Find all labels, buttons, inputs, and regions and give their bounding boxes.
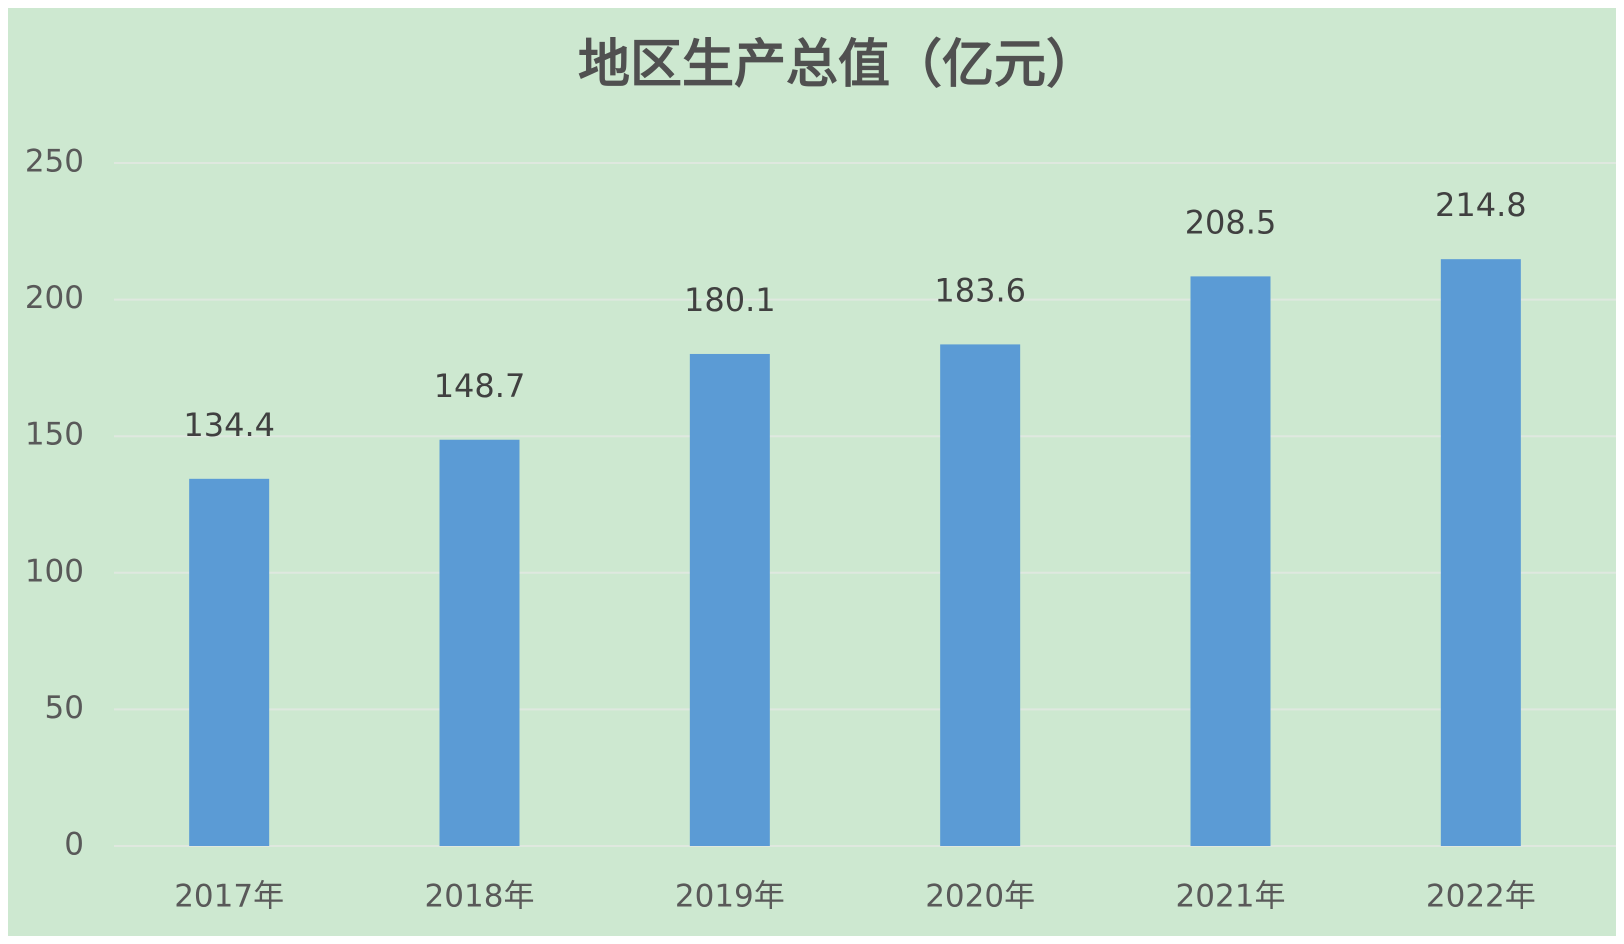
- bar: [1190, 276, 1271, 846]
- y-tick-label: 50: [45, 690, 84, 726]
- x-tick-label: 2018年: [425, 879, 535, 915]
- value-label: 214.8: [1435, 186, 1527, 224]
- bar: [689, 353, 770, 846]
- bar: [439, 439, 520, 846]
- value-label: 148.7: [434, 367, 526, 405]
- bar: [940, 344, 1021, 846]
- x-tick-label: 2019年: [675, 879, 785, 915]
- x-tick-label: 2021年: [1176, 879, 1286, 915]
- chart-title: 地区生产总值（亿元）: [578, 35, 1098, 95]
- x-tick-label: 2020年: [925, 879, 1035, 915]
- x-tick-label: 2017年: [174, 879, 284, 915]
- y-tick-label: 200: [25, 280, 84, 316]
- value-label: 180.1: [684, 281, 776, 319]
- y-tick-label: 150: [25, 417, 84, 453]
- y-tick-label: 0: [64, 827, 84, 863]
- y-tick-label: 100: [25, 553, 84, 589]
- y-tick-label: 250: [25, 144, 84, 180]
- value-label: 183.6: [934, 271, 1026, 309]
- x-tick-label: 2022年: [1426, 879, 1536, 915]
- bar: [189, 478, 270, 846]
- value-label: 208.5: [1185, 203, 1277, 241]
- bar: [1440, 259, 1521, 847]
- value-label: 134.4: [183, 406, 275, 444]
